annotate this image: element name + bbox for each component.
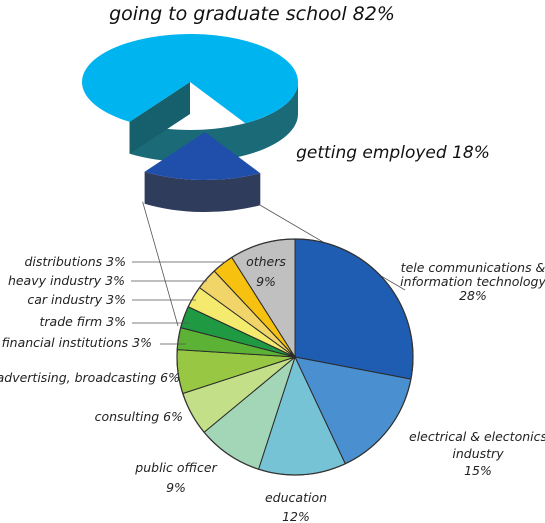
slice-label-heavy-industry-3: heavy industry 3%: [8, 273, 125, 288]
top-slice-label-getting-employed-18: getting employed 18%: [296, 143, 490, 163]
bottom-pie-outline: [176, 238, 414, 476]
slice-label-car-industry-3: car industry 3%: [27, 292, 126, 307]
slice-side-getting-employed-18: [144, 171, 261, 212]
slice-label-advertising-broadcasting-6: advertising, broadcasting 6%: [0, 370, 180, 385]
slice-label-electrical-electonics: electrical & electonics industry 15%: [409, 429, 545, 478]
slice-label-financial-institutions-3: financial institutions 3%: [2, 335, 152, 350]
top-slice-label-going-to-graduate-school-82: going to graduate school 82%: [109, 3, 395, 25]
slice-labels: tele communications & information technol…: [0, 254, 545, 523]
connector-left: [142, 201, 179, 327]
slice-label-others: others 9%: [246, 254, 286, 289]
slice-wall-going-to-graduate-school-82: [129, 82, 190, 154]
bottom-pie: [176, 238, 414, 476]
slice-label-distributions-3: distributions 3%: [24, 254, 126, 269]
slice-label-tele-communications: tele communications & information technol…: [400, 260, 545, 303]
slice-top-going-to-graduate-school-82: [82, 34, 299, 124]
slice-side-going-to-graduate-school-82: [129, 82, 298, 162]
slice-top-getting-employed-18: [144, 132, 261, 181]
slice-label-consulting-6: consulting 6%: [95, 409, 183, 424]
top-pie-3d: going to graduate school 82% getting empl…: [82, 3, 490, 212]
slice-tele-communications: [294, 238, 414, 380]
slice-label-public-officer: public officer 9%: [134, 460, 217, 495]
slice-label-trade-firm-3: trade firm 3%: [40, 314, 127, 329]
slice-label-education: education 12%: [265, 490, 327, 523]
